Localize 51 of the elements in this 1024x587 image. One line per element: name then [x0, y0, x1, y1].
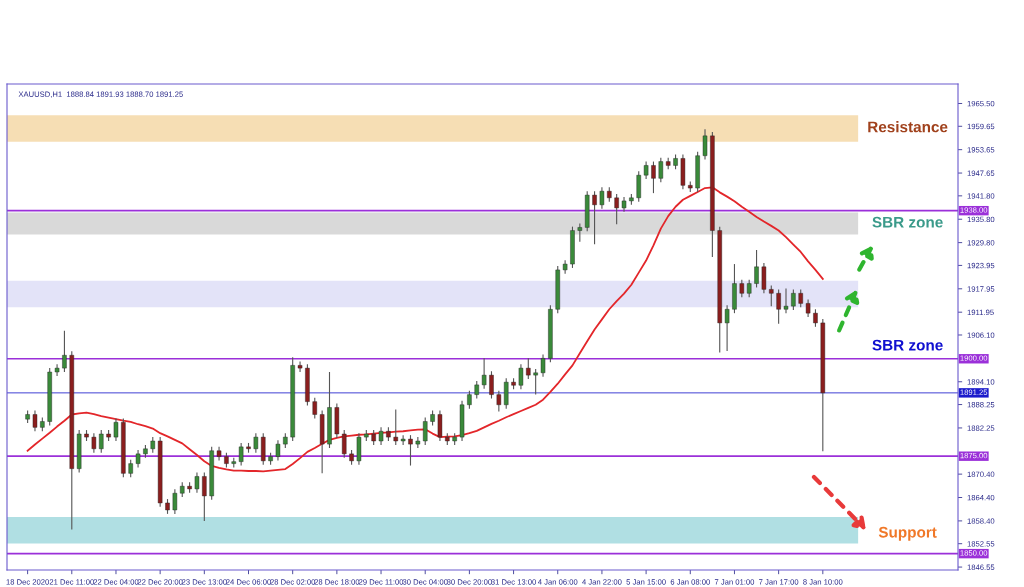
candlestick: [636, 170, 641, 203]
candlestick: [496, 390, 502, 412]
candlestick: [761, 262, 767, 294]
candlestick: [791, 288, 796, 311]
candlestick: [312, 397, 318, 419]
candlestick: [599, 186, 605, 210]
candlestick: [481, 357, 487, 390]
text: Support: [878, 526, 937, 541]
candlestick: [62, 330, 67, 373]
candlestick: [783, 288, 789, 314]
candlestick: [489, 370, 494, 400]
candlestick: [261, 432, 266, 466]
candlestick: [32, 410, 38, 432]
candlestick: [533, 368, 538, 396]
candlestick: [91, 432, 97, 454]
candlestick: [408, 434, 413, 467]
candlestick: [297, 360, 303, 373]
candlestick: [99, 429, 104, 454]
candlestick: [113, 417, 119, 442]
candlestick: [275, 439, 281, 462]
candlestick: [415, 436, 421, 449]
candlestick: [253, 432, 259, 454]
candlestick: [614, 193, 619, 225]
candlestick: [400, 434, 406, 446]
text: Resistance: [868, 121, 948, 133]
candlestick: [754, 249, 759, 288]
candlestick: [238, 442, 244, 467]
candlestick: [540, 353, 546, 378]
candlestick: [422, 417, 428, 446]
candlestick: [724, 304, 730, 352]
candlestick: [592, 190, 597, 245]
candlestick: [769, 284, 774, 307]
text: SBR zone: [872, 339, 943, 351]
candlestick: [503, 377, 509, 410]
candlestick: [194, 472, 200, 494]
candlestick: [393, 408, 398, 446]
candlestick: [54, 363, 60, 377]
line-series: [26, 186, 824, 473]
candlestick: [437, 410, 443, 442]
candlestick: [658, 157, 664, 183]
candlestick: [356, 432, 362, 466]
text: SBR zone: [872, 216, 943, 228]
candlestick: [202, 472, 207, 522]
candlestick: [776, 288, 781, 325]
candlestick: [651, 161, 656, 194]
candlestick: [341, 429, 347, 459]
candlestick: [577, 222, 583, 243]
candlestick: [518, 363, 524, 390]
candlestick: [526, 357, 531, 380]
candlestick: [172, 488, 178, 515]
candlestick: [702, 128, 708, 161]
